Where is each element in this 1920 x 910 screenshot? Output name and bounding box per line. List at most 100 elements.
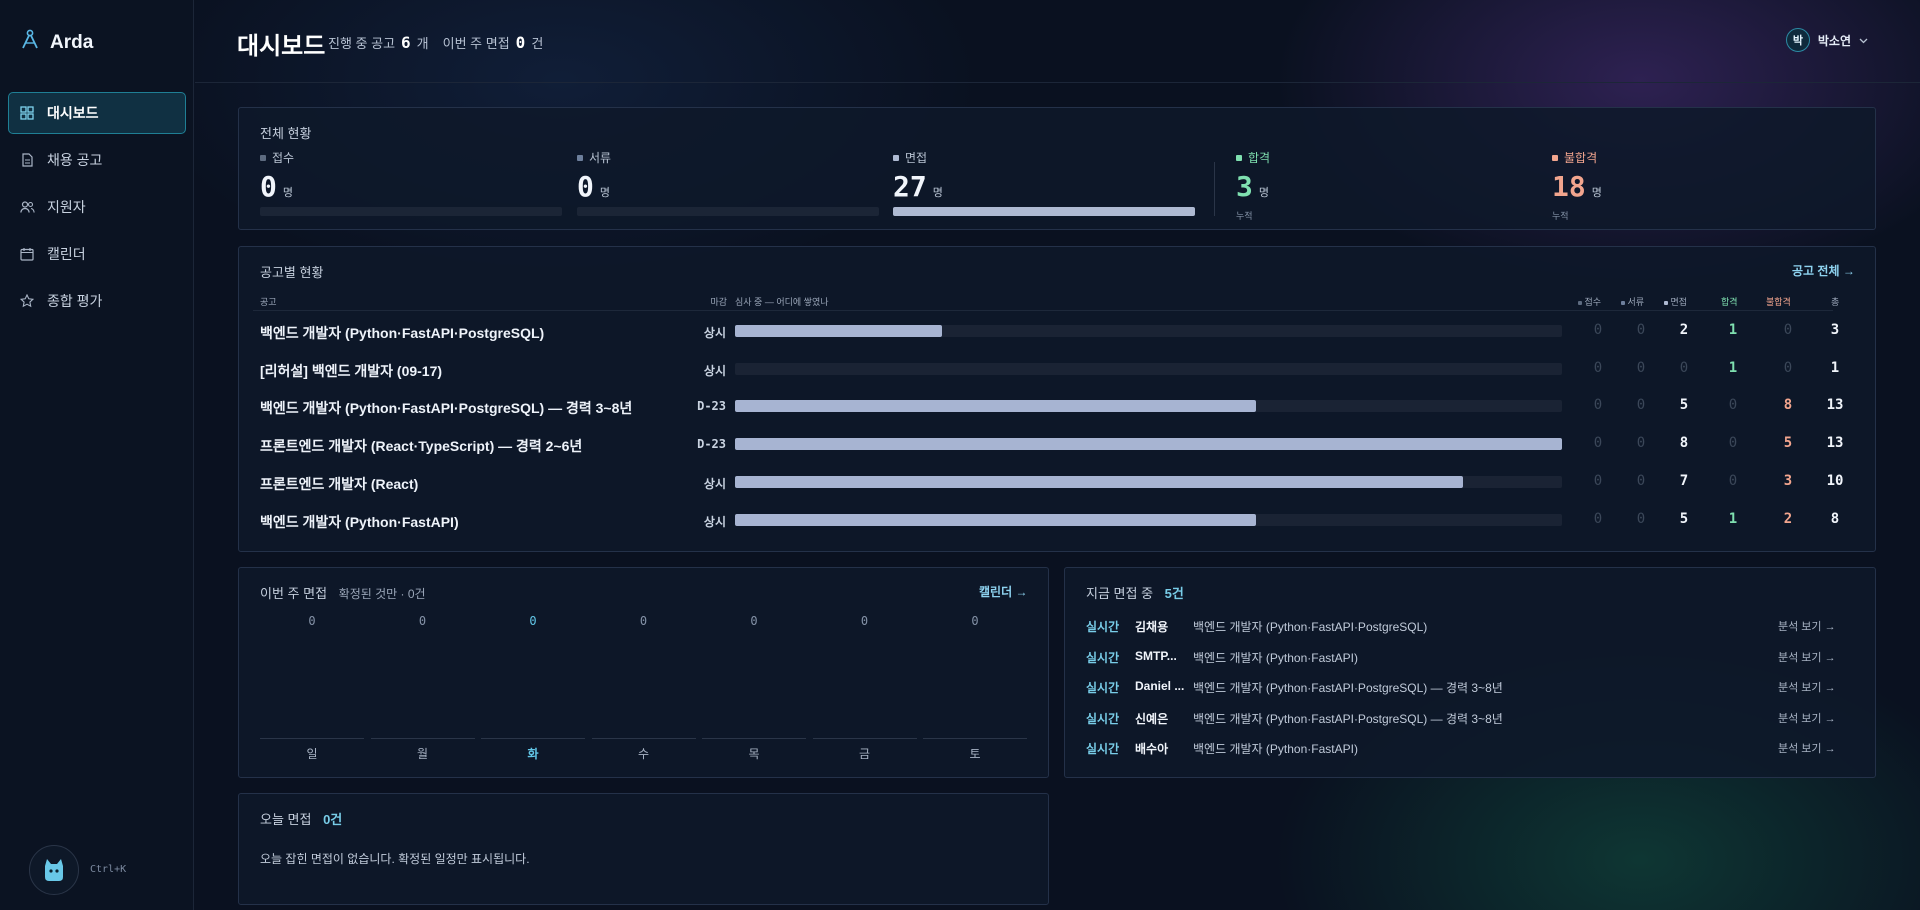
list-item[interactable]: 실시간 신예은 백엔드 개발자 (Python·FastAPI·PostgreSQL… bbox=[1086, 708, 1846, 728]
table-row[interactable]: 프론트엔드 개발자 (React·TypeScript) — 경력 2~6년 D-… bbox=[253, 428, 1843, 460]
candidate-name: 신예은 bbox=[1135, 711, 1169, 726]
week-title-text: 이번 주 면접 bbox=[260, 586, 328, 601]
job-name[interactable]: [리허설] 백엔드 개발자 (09-17) bbox=[260, 363, 443, 379]
summary-label: 불합격 bbox=[1564, 151, 1598, 165]
job-progress-bar bbox=[735, 363, 1562, 375]
today-title-text: 오늘 면접 bbox=[260, 812, 312, 827]
header: 대시보드 진행 중 공고 6 개 이번 주 면접 0 건 박 박소연 bbox=[195, 0, 1920, 83]
list-item[interactable]: 실시간 배수아 백엔드 개발자 (Python·FastAPI) 분석 보기 → bbox=[1086, 738, 1846, 758]
day-label[interactable]: 금 bbox=[858, 747, 871, 761]
job-interview-count: 0 bbox=[1679, 360, 1689, 376]
sidebar-item-label: 채용 공고 bbox=[47, 152, 103, 168]
col-job: 공고 bbox=[260, 297, 277, 307]
candidate-job: 백엔드 개발자 (Python·FastAPI) bbox=[1193, 650, 1358, 665]
day-label[interactable]: 수 bbox=[637, 747, 650, 761]
header-stats: 진행 중 공고 6 개 이번 주 면접 0 건 bbox=[328, 33, 543, 52]
job-pass-count: 0 bbox=[1728, 473, 1738, 489]
day-label[interactable]: 화 bbox=[527, 747, 539, 761]
job-interview-count: 7 bbox=[1679, 473, 1689, 489]
sidebar-item-postings[interactable]: 채용 공고 bbox=[8, 139, 186, 181]
job-total-count: 13 bbox=[1826, 397, 1844, 413]
job-deadline: 상시 bbox=[703, 477, 726, 491]
sidebar-item-evaluation[interactable]: 종합 평가 bbox=[8, 280, 186, 322]
job-deadline: 상시 bbox=[703, 364, 726, 378]
table-row[interactable]: [리허설] 백엔드 개발자 (09-17) 상시 0 0 0 1 0 1 bbox=[253, 353, 1839, 385]
job-progress-bar bbox=[735, 325, 1562, 337]
day-baseline bbox=[481, 738, 585, 739]
col-total: 총 bbox=[1831, 297, 1840, 307]
summary-value: 3 bbox=[1236, 170, 1253, 203]
applied-bar bbox=[260, 207, 562, 216]
star-icon bbox=[19, 293, 35, 309]
summary-interview: 면접 27 명 bbox=[893, 149, 943, 203]
sidebar-item-calendar[interactable]: 캘린더 bbox=[8, 233, 186, 275]
table-header-divider bbox=[253, 310, 1833, 311]
page-title: 대시보드 bbox=[237, 33, 326, 60]
app-name: Arda bbox=[50, 31, 94, 53]
day-label[interactable]: 토 bbox=[969, 747, 981, 761]
col-fail: 불합격 bbox=[1766, 297, 1791, 307]
analysis-link[interactable]: 분석 보기 → bbox=[1778, 743, 1836, 755]
today-count: 0건 bbox=[323, 812, 343, 827]
week-card bbox=[238, 567, 1049, 778]
job-pass-count: 0 bbox=[1728, 435, 1738, 451]
job-fail-count: 0 bbox=[1783, 360, 1793, 376]
table-row[interactable]: 백엔드 개발자 (Python·FastAPI·PostgreSQL) — 경력… bbox=[253, 390, 1843, 422]
job-applied-count: 0 bbox=[1593, 322, 1603, 338]
analysis-link[interactable]: 분석 보기 → bbox=[1778, 682, 1836, 694]
sidebar-item-label: 종합 평가 bbox=[47, 293, 103, 309]
user-menu[interactable]: 박 박소연 bbox=[1785, 28, 1868, 52]
arda-logo-icon bbox=[20, 29, 40, 56]
job-interview-count: 5 bbox=[1679, 397, 1689, 413]
job-progress-fill bbox=[735, 514, 1256, 526]
calendar-link[interactable]: 캘린더 → bbox=[979, 585, 1028, 599]
live-tag: 실시간 bbox=[1086, 711, 1120, 726]
job-name[interactable]: 백엔드 개발자 (Python·FastAPI·PostgreSQL) bbox=[260, 325, 545, 341]
day-label[interactable]: 일 bbox=[306, 747, 318, 761]
sidebar-item-dashboard[interactable]: 대시보드 bbox=[8, 92, 186, 134]
document-icon bbox=[19, 152, 35, 168]
candidate-job: 백엔드 개발자 (Python·FastAPI·PostgreSQL) bbox=[1193, 620, 1428, 634]
chevron-down-icon bbox=[1859, 33, 1868, 47]
list-item[interactable]: 실시간 SMTP... 백엔드 개발자 (Python·FastAPI) 분석 보기 … bbox=[1086, 647, 1846, 667]
summary-unit: 명 bbox=[282, 187, 293, 199]
list-item[interactable]: 실시간 김채용 백엔드 개발자 (Python·FastAPI·PostgreSQL… bbox=[1086, 616, 1846, 636]
job-name[interactable]: 프론트엔드 개발자 (React·TypeScript) — 경력 2~6년 bbox=[260, 438, 583, 454]
brand[interactable]: Arda bbox=[20, 29, 93, 56]
analysis-link[interactable]: 분석 보기 → bbox=[1778, 651, 1836, 664]
list-item[interactable]: 실시간 Daniel ... 백엔드 개발자 (Python·FastAPI·Pos… bbox=[1086, 677, 1846, 697]
interview-bar bbox=[893, 207, 1195, 216]
col-pass: 합격 bbox=[1721, 297, 1738, 307]
assistant-avatar[interactable] bbox=[29, 845, 79, 895]
week-interviews-count: 0 bbox=[515, 33, 526, 52]
job-pass-count: 1 bbox=[1728, 360, 1738, 376]
job-interview-count: 2 bbox=[1679, 322, 1689, 338]
day-label[interactable]: 목 bbox=[748, 747, 760, 761]
job-name[interactable]: 백엔드 개발자 (Python·FastAPI·PostgreSQL) — 경력… bbox=[260, 400, 633, 416]
job-applied-count: 0 bbox=[1593, 360, 1603, 376]
job-fail-count: 3 bbox=[1783, 473, 1793, 489]
job-pass-count: 1 bbox=[1728, 322, 1738, 338]
live-tag: 실시간 bbox=[1086, 650, 1120, 665]
user-name: 박소연 bbox=[1817, 33, 1851, 48]
live-interviews-card bbox=[1064, 567, 1876, 778]
table-row[interactable]: 프론트엔드 개발자 (React) 상시 0 0 7 0 3 10 bbox=[253, 466, 1843, 498]
analysis-link[interactable]: 분석 보기 → bbox=[1778, 712, 1836, 725]
summary-label: 접수 bbox=[272, 151, 295, 165]
cat-mascot-icon bbox=[45, 859, 63, 881]
day-baseline bbox=[923, 738, 1027, 739]
job-total-count: 8 bbox=[1830, 511, 1840, 527]
job-name[interactable]: 프론트엔드 개발자 (React) bbox=[260, 476, 419, 492]
all-postings-link[interactable]: 공고 전체 → bbox=[1792, 264, 1855, 278]
table-row[interactable]: 백엔드 개발자 (Python·FastAPI·PostgreSQL) 상시 0 0 2… bbox=[253, 315, 1839, 347]
day-label[interactable]: 월 bbox=[416, 747, 429, 761]
job-name[interactable]: 백엔드 개발자 (Python·FastAPI) bbox=[260, 514, 459, 530]
job-document-count: 0 bbox=[1636, 473, 1646, 489]
analysis-link[interactable]: 분석 보기 → bbox=[1778, 621, 1836, 633]
job-pass-count: 0 bbox=[1728, 397, 1738, 413]
sidebar-item-applicants[interactable]: 지원자 bbox=[8, 186, 186, 228]
table-row[interactable]: 백엔드 개발자 (Python·FastAPI) 상시 0 0 5 1 2 8 bbox=[253, 504, 1839, 536]
open-postings-unit: 개 bbox=[416, 36, 429, 51]
